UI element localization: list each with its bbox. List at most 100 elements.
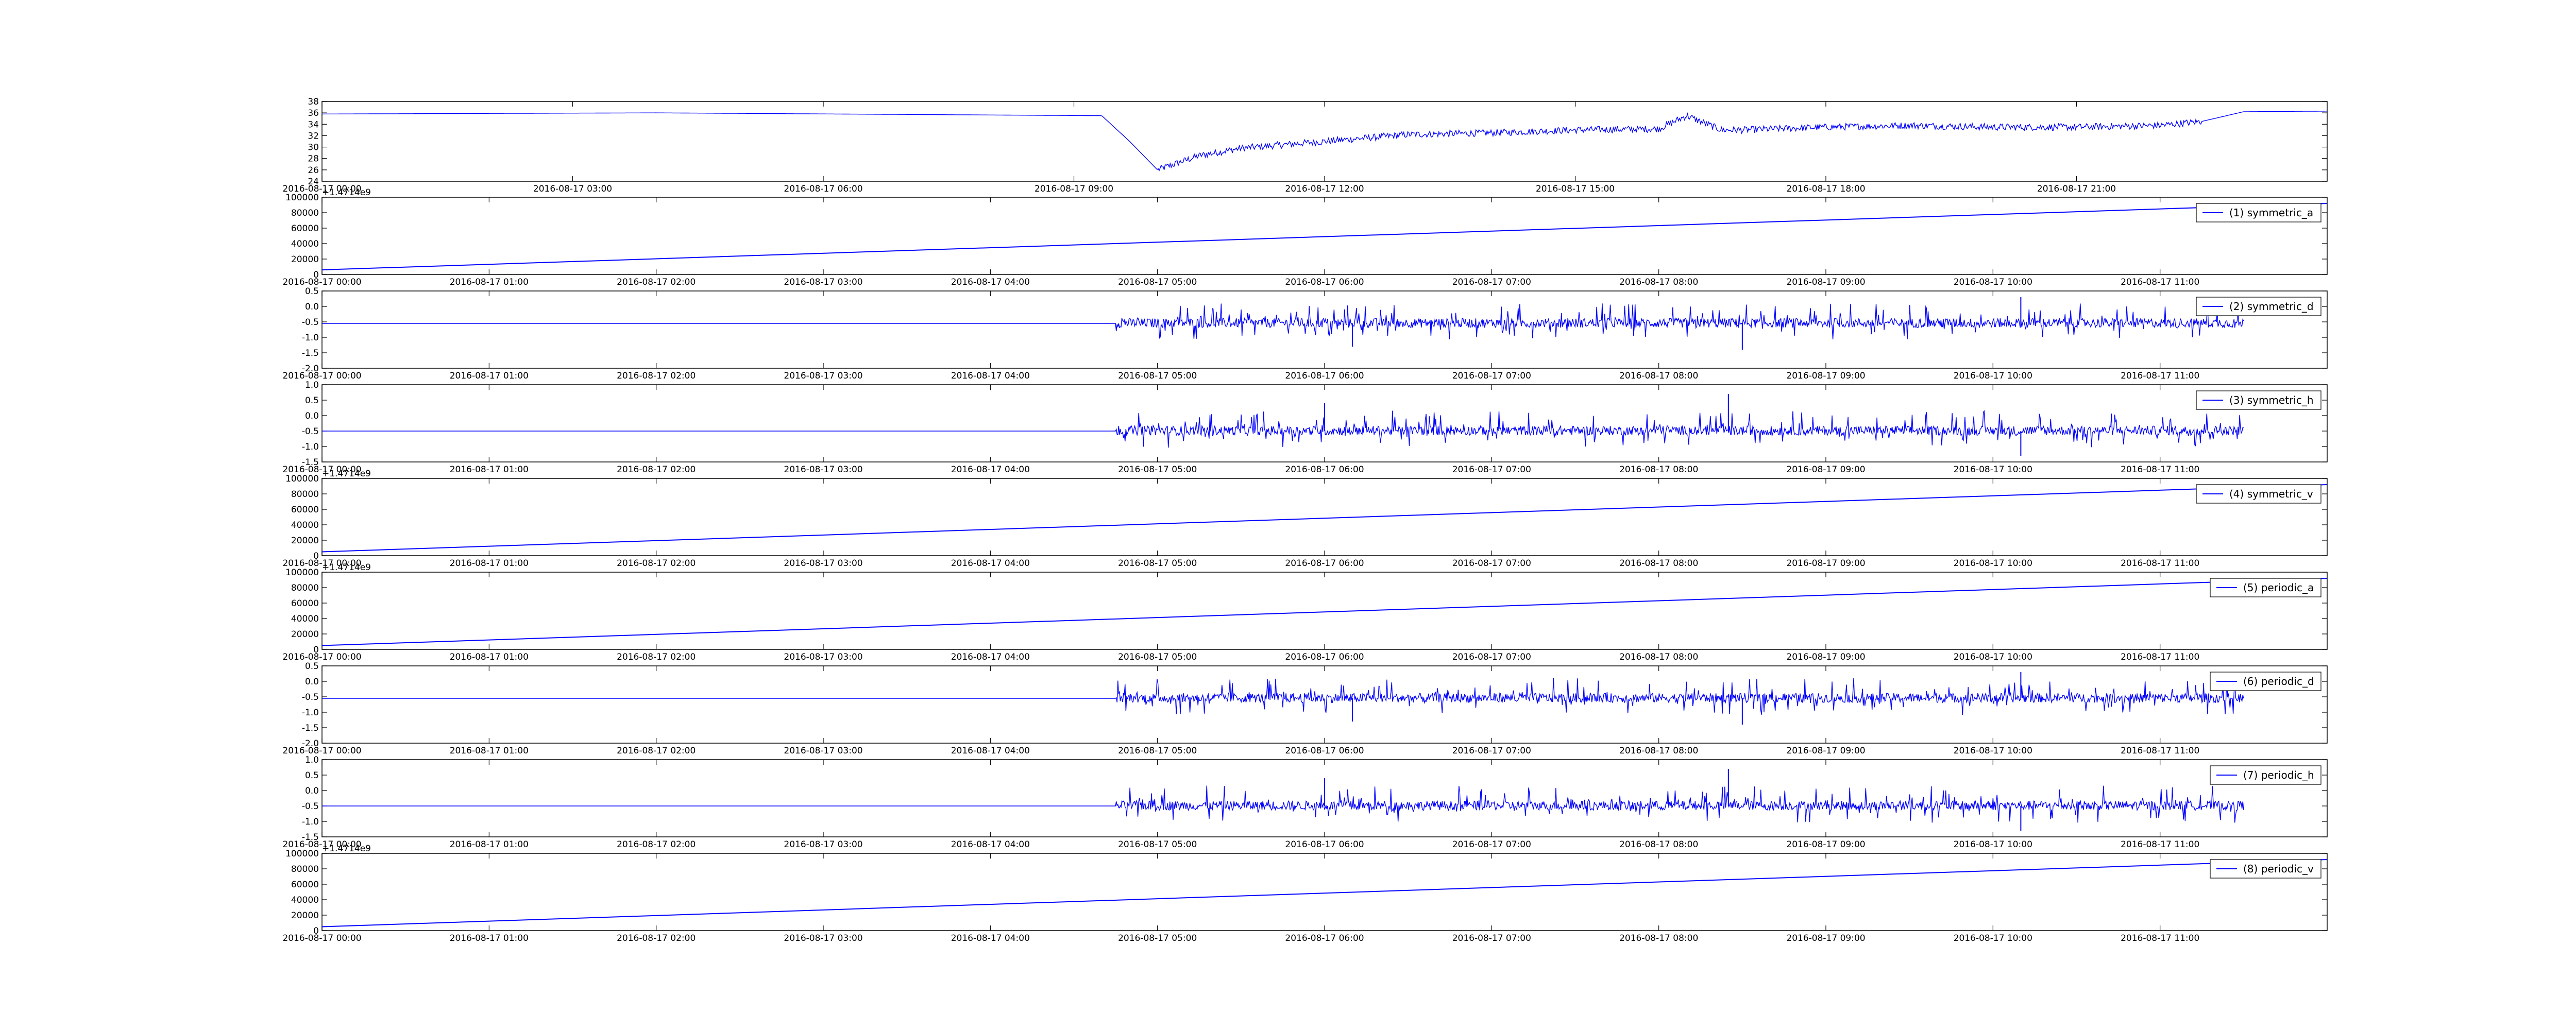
- x-tick-label: 2016-08-17 10:00: [1954, 277, 2032, 287]
- x-tick-label: 2016-08-17 15:00: [1536, 184, 1615, 194]
- y-tick-label: 28: [308, 154, 319, 164]
- x-tick-label: 2016-08-17 06:00: [1285, 465, 1364, 475]
- x-tick-label: 2016-08-17 01:00: [450, 558, 529, 569]
- x-tick-label: 2016-08-17 07:00: [1452, 465, 1531, 475]
- y-tick-label: -2.0: [302, 739, 319, 749]
- x-tick-label: 2016-08-17 04:00: [951, 371, 1030, 381]
- x-tick-label: 2016-08-17 08:00: [1619, 746, 1698, 756]
- y-tick-label: -1.5: [302, 457, 319, 468]
- x-tick-label: 2016-08-17 01:00: [450, 839, 529, 850]
- x-tick-label: 2016-08-17 10:00: [1954, 371, 2032, 381]
- axes-frame: [321, 572, 2328, 650]
- x-tick-label: 2016-08-17 06:00: [784, 184, 862, 194]
- y-tick-label: 40000: [291, 614, 319, 624]
- x-tick-label: 2016-08-17 03:00: [784, 558, 862, 569]
- y-tick-label: -1.5: [302, 348, 319, 358]
- y-tick-label: 100000: [285, 849, 319, 859]
- x-tick-label: 2016-08-17 04:00: [951, 839, 1030, 850]
- x-tick-label: 2016-08-17 08:00: [1619, 465, 1698, 475]
- x-tick-label: 2016-08-17 12:00: [1285, 184, 1364, 194]
- x-tick-label: 2016-08-17 10:00: [1954, 933, 2032, 943]
- x-tick-label: 2016-08-17 02:00: [617, 746, 696, 756]
- y-tick-label: -1.5: [302, 723, 319, 733]
- legend: (2) symmetric_d: [2196, 297, 2321, 316]
- x-tick-label: 2016-08-17 02:00: [617, 839, 696, 850]
- x-tick-label: 2016-08-17 09:00: [1786, 277, 1865, 287]
- y-tick-label: 32: [308, 131, 319, 141]
- x-tick-label: 2016-08-17 08:00: [1619, 839, 1698, 850]
- x-tick-label: 2016-08-17 03:00: [784, 933, 862, 943]
- y-tick-label: 40000: [291, 239, 319, 249]
- x-tick-label: 2016-08-17 02:00: [617, 933, 696, 943]
- x-tick-label: 2016-08-17 06:00: [1285, 277, 1364, 287]
- y-tick-label: 24: [308, 177, 319, 187]
- y-tick-label: -1.0: [302, 333, 319, 343]
- x-tick-label: 2016-08-17 05:00: [1118, 933, 1197, 943]
- x-tick-label: 2016-08-17 00:00: [282, 558, 361, 569]
- y-tick-label: 60000: [291, 880, 319, 890]
- x-tick-label: 2016-08-17 07:00: [1452, 371, 1531, 381]
- x-tick-label: 2016-08-17 02:00: [617, 558, 696, 569]
- y-tick-label: 1.0: [305, 755, 319, 765]
- legend: (4) symmetric_v: [2196, 484, 2321, 504]
- x-tick-label: 2016-08-17 07:00: [1452, 277, 1531, 287]
- series-line: [322, 111, 2327, 172]
- x-tick-label: 2016-08-17 02:00: [617, 371, 696, 381]
- y-tick-label: -0.5: [302, 426, 319, 437]
- x-tick-label: 2016-08-17 04:00: [951, 277, 1030, 287]
- series-line: [322, 678, 2244, 715]
- y-tick-label: 0: [313, 926, 319, 936]
- x-tick-label: 2016-08-17 03:00: [533, 184, 612, 194]
- x-tick-label: 2016-08-17 01:00: [450, 277, 529, 287]
- y-tick-label: 0.5: [305, 661, 319, 672]
- series-line: [321, 578, 2328, 646]
- y-tick-label: 100000: [285, 474, 319, 484]
- x-tick-label: 2016-08-17 07:00: [1452, 558, 1531, 569]
- x-tick-label: 2016-08-17 03:00: [784, 371, 862, 381]
- y-tick-label: 1.0: [305, 380, 319, 390]
- y-tick-label: 0.0: [305, 786, 319, 796]
- x-tick-label: 2016-08-17 02:00: [617, 277, 696, 287]
- x-tick-label: 2016-08-17 11:00: [2121, 371, 2199, 381]
- series-line: [322, 785, 2244, 823]
- x-tick-label: 2016-08-17 05:00: [1118, 746, 1197, 756]
- x-tick-label: 2016-08-17 04:00: [951, 746, 1030, 756]
- y-tick-label: 80000: [291, 583, 319, 593]
- x-tick-label: 2016-08-17 05:00: [1118, 839, 1197, 850]
- series-line: [322, 303, 2244, 339]
- x-tick-label: 2016-08-17 09:00: [1786, 371, 1865, 381]
- x-tick-label: 2016-08-17 06:00: [1285, 839, 1364, 850]
- x-tick-label: 2016-08-17 09:00: [1786, 465, 1865, 475]
- x-tick-label: 2016-08-17 00:00: [282, 277, 361, 287]
- x-tick-label: 2016-08-17 02:00: [617, 465, 696, 475]
- x-tick-label: 2016-08-17 04:00: [951, 652, 1030, 662]
- y-tick-label: 40000: [291, 520, 319, 530]
- legend-label: (3) symmetric_h: [2229, 394, 2314, 406]
- x-tick-label: 2016-08-17 01:00: [450, 371, 529, 381]
- x-tick-label: 2016-08-17 06:00: [1285, 746, 1364, 756]
- x-tick-label: 2016-08-17 11:00: [2121, 746, 2199, 756]
- legend: (7) periodic_h: [2210, 765, 2321, 785]
- series-line: [321, 203, 2328, 270]
- y-tick-label: 0.5: [305, 286, 319, 297]
- x-tick-label: 2016-08-17 06:00: [1285, 558, 1364, 569]
- y-tick-label: 60000: [291, 224, 319, 234]
- y-tick-label: 60000: [291, 505, 319, 515]
- x-tick-label: 2016-08-17 01:00: [450, 652, 529, 662]
- x-tick-label: 2016-08-17 00:00: [282, 371, 361, 381]
- x-tick-label: 2016-08-17 21:00: [2037, 184, 2116, 194]
- y-tick-label: 0: [313, 551, 319, 561]
- x-tick-label: 2016-08-17 08:00: [1619, 371, 1698, 381]
- x-tick-label: 2016-08-17 00:00: [282, 746, 361, 756]
- x-tick-label: 2016-08-17 11:00: [2121, 558, 2199, 569]
- x-tick-label: 2016-08-17 07:00: [1452, 652, 1531, 662]
- x-tick-label: 2016-08-17 00:00: [282, 839, 361, 850]
- y-tick-label: 80000: [291, 208, 319, 218]
- x-tick-label: 2016-08-17 06:00: [1285, 371, 1364, 381]
- y-tick-label: 0.0: [305, 677, 319, 687]
